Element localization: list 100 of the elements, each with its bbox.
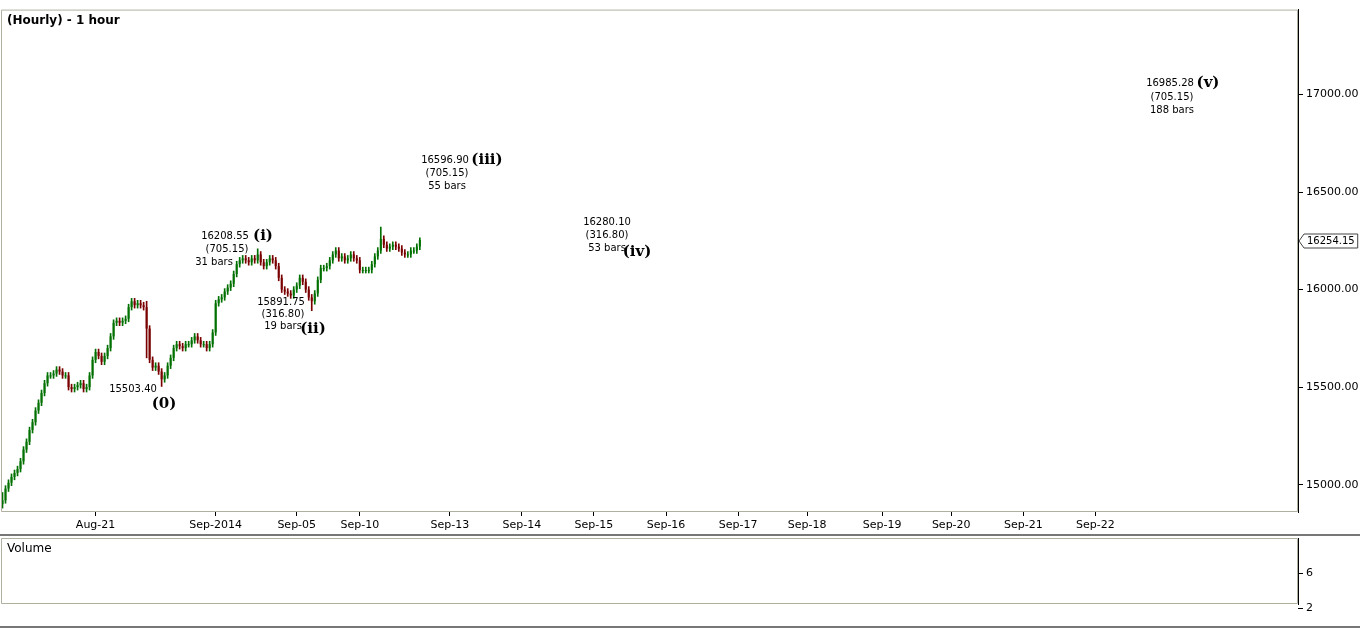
candlestick: [133, 298, 136, 309]
text: 2: [1306, 600, 1313, 614]
candlestick: [298, 274, 301, 289]
y-tick-label: 16500.00: [1306, 184, 1359, 198]
candlestick: [52, 370, 55, 379]
candlestick: [343, 253, 346, 264]
candlestick: [64, 372, 67, 379]
candlestick: [406, 251, 409, 258]
candlestick: [187, 340, 190, 348]
candlestick: [268, 255, 271, 266]
candlestick: [139, 299, 142, 309]
candlestick: [289, 290, 292, 299]
candlestick: [79, 379, 82, 389]
annotation: 16280.10: [583, 215, 631, 227]
candlestick: [361, 266, 364, 274]
candlestick: [265, 259, 268, 270]
candlestick: [193, 333, 196, 344]
x-tick-label: Sep-20: [931, 518, 971, 532]
x-tick-label: Sep-13: [430, 518, 470, 532]
y-tick-label: 15500.00: [1306, 379, 1359, 393]
annotation: 16208.55: [201, 229, 249, 241]
candlestick: [196, 333, 199, 344]
candlestick: [178, 340, 181, 350]
annotation: 55 bars: [428, 179, 466, 191]
candlestick: [136, 299, 139, 309]
x-tick-label: Sep-05: [277, 518, 317, 532]
x-tick-label: Sep-2014: [189, 518, 243, 532]
y-tick-label: 15000.00: [1306, 477, 1359, 491]
candlestick: [388, 243, 391, 252]
y-tick-label: 16000.00: [1306, 282, 1359, 296]
candlestick: [82, 379, 85, 393]
candlestick: [184, 340, 187, 352]
annotation: (316.80): [261, 307, 305, 319]
x-tick-label: Aug-21: [75, 518, 116, 532]
candlestick: [67, 372, 70, 391]
candlestick: [154, 362, 157, 371]
candlestick: [100, 352, 103, 366]
x-tick-label: Sep-10: [340, 518, 380, 532]
candlestick: [364, 266, 367, 274]
candlestick: [346, 255, 349, 264]
annotation: (i): [253, 225, 273, 244]
x-tick-label: Sep-16: [646, 518, 686, 532]
y-tick-label: 17000.00: [1306, 87, 1359, 101]
candlestick: [73, 383, 76, 393]
annotation: (705.15): [425, 166, 469, 178]
candlestick: [10, 473, 13, 486]
candlestick: [199, 337, 202, 348]
candlestick: [394, 241, 397, 250]
candlestick: [118, 317, 121, 326]
annotation: 15891.75: [257, 295, 305, 307]
annotation: (316.80): [585, 228, 629, 240]
text: 16254.15: [1307, 235, 1355, 247]
annotation: 16596.90: [421, 153, 469, 165]
annotation: (ii): [300, 318, 326, 337]
candlestick: [76, 381, 79, 391]
chart-title: (Hourly) - 1 hour: [7, 12, 120, 27]
candlestick: [121, 317, 124, 326]
x-tick-label: Sep-19: [862, 518, 902, 532]
candlestick: [13, 469, 16, 481]
x-tick-label: Sep-21: [1003, 518, 1043, 532]
candlestick: [181, 342, 184, 352]
x-tick-label: Sep-18: [787, 518, 827, 532]
annotation: 188 bars: [1149, 103, 1195, 115]
candlestick: [241, 255, 244, 264]
x-tick-label: Sep-15: [574, 518, 614, 532]
candlestick: [397, 243, 400, 252]
candlestick: [190, 337, 193, 348]
candlestick: [253, 255, 256, 264]
candlestick: [256, 248, 259, 264]
candlestick: [205, 340, 208, 352]
annotation: 19 bars: [264, 319, 302, 331]
candlestick: [352, 251, 355, 262]
annotation: 16985.28: [1146, 76, 1194, 88]
candlestick: [358, 257, 361, 274]
candlestick: [244, 255, 247, 264]
x-tick-label: Sep-22: [1075, 518, 1115, 532]
annotation: 31 bars: [195, 255, 233, 267]
x-tick-label: Sep-17: [718, 518, 758, 532]
annotation: (705.15): [1150, 90, 1194, 102]
text: 6: [1306, 565, 1313, 579]
candlestick: [259, 251, 262, 266]
candlestick: [58, 366, 61, 375]
candlestick: [247, 257, 250, 266]
candlestick: [340, 253, 343, 262]
candlestick: [202, 340, 205, 348]
candlestick: [145, 300, 148, 359]
candlestick: [382, 235, 385, 248]
candlestick: [412, 247, 415, 254]
x-tick-label: Sep-14: [502, 518, 542, 532]
annotation: (705.15): [205, 242, 249, 254]
candlestick: [49, 372, 52, 379]
annotation: (iii): [471, 149, 503, 168]
candlestick: [391, 241, 394, 250]
annotation: (0): [151, 393, 177, 412]
annotation: 15503.40: [109, 382, 157, 394]
annotation: (v): [1196, 72, 1220, 91]
candlestick: [349, 251, 352, 262]
candlestick: [172, 344, 175, 362]
text: Volume: [7, 541, 52, 556]
candlestick: [250, 255, 253, 266]
